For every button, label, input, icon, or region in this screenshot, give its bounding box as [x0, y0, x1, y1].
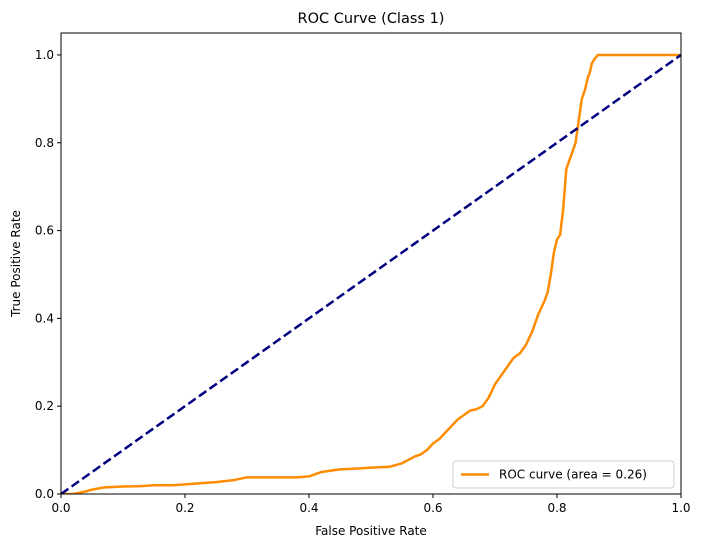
x-tick-label: 1.0	[671, 501, 690, 515]
y-tick-label: 0.4	[35, 311, 54, 325]
y-axis: 0.0 0.2 0.4 0.6 0.8 1.0	[35, 48, 61, 501]
x-tick-label: 0.2	[175, 501, 194, 515]
x-tick-label: 0.6	[423, 501, 442, 515]
x-axis-label: False Positive Rate	[315, 524, 427, 538]
legend: ROC curve (area = 0.26)	[452, 460, 675, 489]
y-axis-label: True Positive Rate	[9, 210, 23, 318]
legend-box	[452, 460, 675, 489]
y-tick-label: 0.8	[35, 136, 54, 150]
roc-curve-line	[61, 53, 681, 494]
plot-frame	[60, 32, 682, 495]
chance-diagonal-line	[61, 53, 681, 494]
y-tick-label: 0.2	[35, 399, 54, 413]
series-layer	[61, 53, 681, 494]
y-tick-label: 0.6	[35, 224, 54, 238]
x-tick-label: 0.8	[547, 501, 566, 515]
legend-entry-roc: ROC curve (area = 0.26)	[499, 468, 647, 482]
x-tick-label: 0.0	[51, 501, 70, 515]
x-axis: 0.0 0.2 0.4 0.6 0.8 1.0	[51, 494, 691, 515]
y-tick-label: 1.0	[35, 48, 54, 62]
y-tick-label: 0.0	[35, 487, 54, 501]
chart-title: ROC Curve (Class 1)	[298, 11, 445, 27]
x-tick-label: 0.4	[299, 501, 318, 515]
